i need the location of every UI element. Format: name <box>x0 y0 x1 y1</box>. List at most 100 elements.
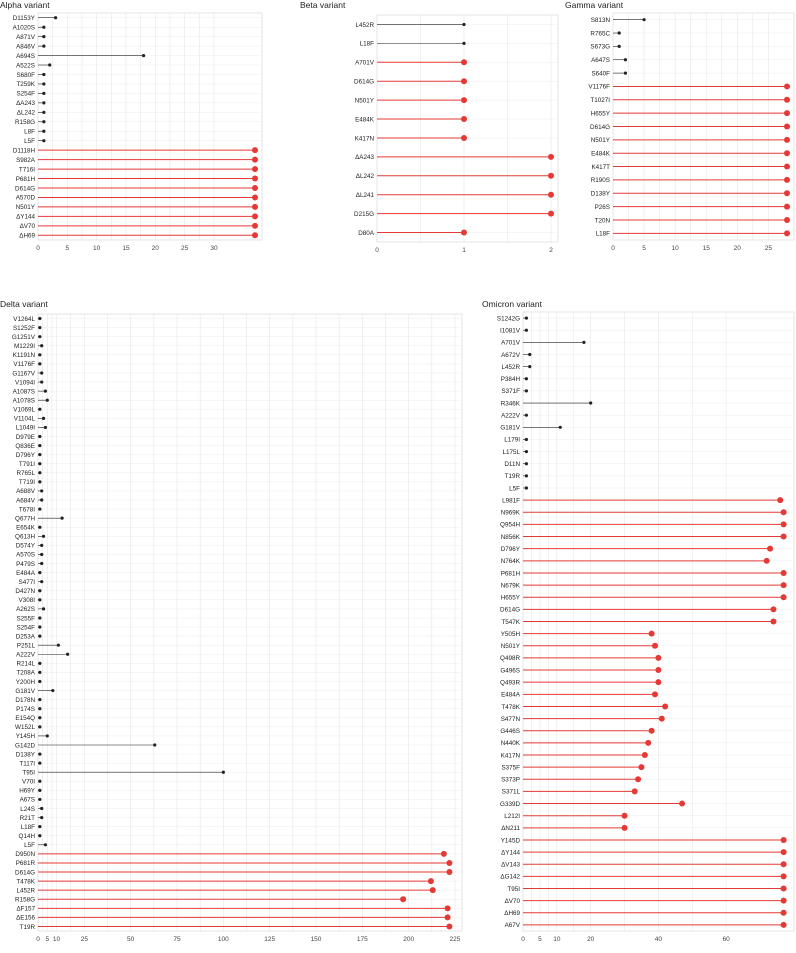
lollipop-point <box>427 878 434 885</box>
y-tick-label: V1176F <box>13 361 35 368</box>
lollipop-point <box>40 552 44 557</box>
y-tick-label: A701V <box>355 60 375 67</box>
y-tick-label: T20N <box>595 217 611 224</box>
lollipop-point <box>621 812 628 819</box>
lollipop-point <box>38 570 42 575</box>
y-tick-label: D614G <box>15 869 35 876</box>
lollipop-point <box>780 836 787 843</box>
lollipop-point <box>524 462 528 466</box>
y-tick-label: A1087S <box>13 388 35 395</box>
y-tick-label: T478K <box>501 704 520 711</box>
y-tick-label: G496S <box>500 667 520 674</box>
lollipop-point <box>652 691 658 698</box>
lollipop-point <box>40 344 44 348</box>
lollipop-point <box>548 172 554 179</box>
lollipop-point <box>221 770 225 774</box>
lollipop-point <box>38 480 42 484</box>
y-tick-label: ΔH69 <box>504 910 520 917</box>
lollipop-point <box>784 136 790 143</box>
lollipop-point <box>461 59 467 66</box>
x-tick-label: 5 <box>642 245 646 252</box>
x-tick-label: 5 <box>66 245 70 252</box>
lollipop-point <box>141 53 146 58</box>
y-tick-label: G181V <box>500 425 520 432</box>
y-tick-label: A871V <box>16 34 36 41</box>
lollipop-point <box>589 401 593 405</box>
lollipop-point <box>548 210 554 217</box>
y-tick-label: V308I <box>19 597 36 604</box>
lollipop-point <box>524 316 528 320</box>
lollipop-point <box>252 194 258 201</box>
y-tick-label: V1264L <box>13 316 35 323</box>
y-tick-label: ΔA243 <box>16 100 35 107</box>
lollipop-point <box>38 525 42 529</box>
y-tick-label: K1191N <box>13 352 36 359</box>
lollipop-point <box>40 489 44 493</box>
y-tick-label: L452R <box>355 22 374 29</box>
lollipop-point <box>784 163 790 170</box>
lollipop-point <box>784 123 790 130</box>
lollipop-point <box>461 134 467 141</box>
y-tick-label: S371F <box>501 388 520 395</box>
lollipop-point <box>655 679 662 686</box>
y-tick-label: Q14H <box>19 833 36 840</box>
y-tick-label: Q493R <box>500 679 520 686</box>
lollipop-point <box>446 869 453 876</box>
lollipop-point <box>40 815 44 820</box>
lollipop-point <box>40 380 44 384</box>
x-tick-label: 0 <box>36 936 40 943</box>
y-tick-label: L452R <box>501 364 520 371</box>
lollipop-point <box>38 725 42 729</box>
lollipop-point <box>38 834 42 838</box>
beta-variant-panel: Beta variant 0 1 2 L452R L18F A701V D614G N501Y… <box>300 0 560 262</box>
lollipop-point <box>38 362 42 366</box>
lollipop-point <box>617 44 621 48</box>
y-tick-label: A684V <box>16 497 36 504</box>
y-tick-label: L175L <box>502 449 520 456</box>
lollipop-point <box>524 377 528 381</box>
y-tick-label: T117I <box>19 760 35 767</box>
x-tick-label: 25 <box>765 245 773 252</box>
lollipop-point <box>38 679 42 684</box>
y-tick-label: L18F <box>21 824 36 831</box>
lollipop-point <box>42 120 46 124</box>
omicron-variant-panel: Omicron variant 0 5 10 20 40 60 S1242G I1081V A7… <box>482 299 796 953</box>
y-tick-label: S1252F <box>13 325 35 332</box>
y-tick-label: G1167V <box>12 370 35 377</box>
gamma-variant-panel: Gamma variant 0 5 10 15 20 25 S813N R765C S673G A… <box>565 0 796 262</box>
y-tick-label: D215G <box>354 211 374 218</box>
lollipop-point <box>638 764 645 771</box>
lollipop-point <box>51 688 55 693</box>
lollipop-point <box>40 806 44 811</box>
lollipop-point <box>45 398 49 402</box>
y-tick-label: D178N <box>15 697 35 704</box>
y-tick-label: D614G <box>354 79 374 86</box>
lollipop-point <box>66 652 70 656</box>
y-tick-label: D614G <box>500 607 520 614</box>
y-tick-label: E484K <box>591 151 611 158</box>
y-tick-label: A570D <box>16 195 36 202</box>
y-tick-label: L212I <box>504 813 520 820</box>
y-tick-label: Y200H <box>16 679 36 686</box>
lollipop-point <box>40 561 44 566</box>
y-tick-label: R158G <box>15 119 35 126</box>
lollipop-point <box>41 607 46 611</box>
y-tick-label: A688V <box>16 488 36 495</box>
y-tick-label: ΔY144 <box>501 849 520 856</box>
lollipop-point <box>655 667 662 674</box>
y-tick-label: L5F <box>24 842 35 849</box>
y-tick-label: D138Y <box>591 191 611 198</box>
y-tick-label: ΔA243 <box>355 154 374 161</box>
y-tick-label: ΔY144 <box>16 214 35 221</box>
y-tick-label: D796Y <box>501 546 521 553</box>
lollipop-point <box>524 389 528 393</box>
x-tick-label: 125 <box>264 936 275 943</box>
delta-variant-panel: Delta variant 0 5 10 25 50 75 100 125 150 175 200 2… <box>0 299 464 953</box>
lollipop-point <box>38 616 42 620</box>
lollipop-point <box>784 150 790 157</box>
x-tick-label: 10 <box>672 245 680 252</box>
y-tick-label: L5F <box>509 485 520 492</box>
y-tick-label: P681R <box>16 860 36 867</box>
lollipop-point <box>784 203 790 210</box>
lollipop-point <box>42 25 46 29</box>
